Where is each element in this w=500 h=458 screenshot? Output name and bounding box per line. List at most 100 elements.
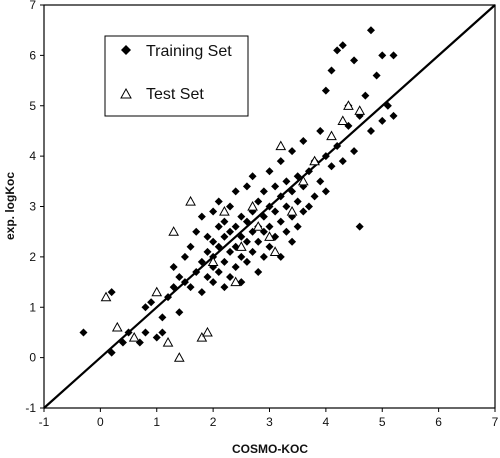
training-point [180,252,189,261]
test-point [168,226,180,236]
test-point [162,336,174,347]
training-point [378,51,387,60]
training-point [237,212,246,221]
training-point [288,237,297,246]
test-point [230,276,242,287]
training-point [220,232,229,241]
x-tick-label: 5 [379,415,386,429]
training-point [214,197,223,206]
legend: Training Set Test Set [104,35,249,117]
test-point [196,331,208,342]
training-point [321,152,330,161]
training-point [265,242,274,251]
y-tick-label: 7 [29,0,36,12]
training-point [141,303,150,312]
x-tick-label: 3 [266,415,273,429]
training-point [152,333,161,342]
training-point [226,247,235,256]
x-tick-label: 6 [435,415,442,429]
test-point [269,246,281,256]
training-point [175,273,184,282]
test-point [202,326,213,337]
x-tick-label: 4 [323,415,330,429]
training-point [389,111,398,120]
training-point [242,182,251,191]
training-point [107,348,116,357]
test-point [354,105,366,115]
training-point [242,217,251,226]
training-point [372,71,381,80]
y-tick-label: 2 [29,250,36,264]
x-tick-label: -1 [39,415,50,429]
legend-training-label: Training Set [146,43,232,60]
test-point [247,200,258,211]
training-point [186,283,195,292]
training-point [338,41,347,50]
training-point [321,86,330,95]
training-point [259,252,268,261]
training-point [209,278,218,287]
y-tick-label: -1 [25,401,36,415]
training-point [254,237,263,246]
training-point [350,147,359,156]
training-point [276,157,285,166]
test-point [111,321,123,332]
x-axis: -1 0 1 2 3 4 5 6 7 [39,408,499,429]
training-point [276,217,285,226]
training-point [209,207,218,216]
training-point [237,252,246,261]
training-point [141,328,150,337]
training-point [209,237,218,246]
training-point [220,283,229,292]
training-point [299,207,308,216]
training-point [265,202,274,211]
x-tick-label: 2 [210,415,217,429]
training-point [361,91,370,100]
training-point [197,257,206,266]
training-point [293,222,302,231]
y-axis-title: exp. logKoc [3,172,17,240]
training-point [203,232,212,241]
training-point [231,187,240,196]
test-point [100,291,112,302]
training-point [147,298,156,307]
y-tick-label: 6 [29,48,36,62]
test-point [185,195,196,206]
training-point [79,328,88,337]
training-point [333,46,342,55]
test-point [275,140,287,151]
training-point [226,227,235,236]
training-point [226,273,235,282]
training-point [203,247,212,256]
training-point [276,192,285,201]
training-point [107,288,116,297]
training-point [333,142,342,151]
test-point [151,286,163,297]
training-point [378,116,387,125]
test-point [173,352,185,362]
test-set-series [100,100,366,362]
training-point [192,267,201,276]
x-tick-label: 7 [492,415,499,429]
training-point [282,227,291,236]
test-point [264,231,275,241]
test-point [343,100,354,110]
training-point [288,187,297,196]
training-point [254,197,263,206]
training-point [231,222,240,231]
training-point [242,257,251,266]
training-point [158,328,167,337]
training-point [248,172,257,181]
training-point [293,172,302,181]
training-point [271,207,280,216]
y-tick-label: 4 [29,149,36,163]
training-point [321,187,330,196]
training-point [259,212,268,221]
training-point [197,212,206,221]
training-point [158,313,167,322]
training-point [282,177,291,186]
y-tick-label: 3 [29,200,36,214]
training-point [327,162,336,171]
test-point [128,331,140,342]
